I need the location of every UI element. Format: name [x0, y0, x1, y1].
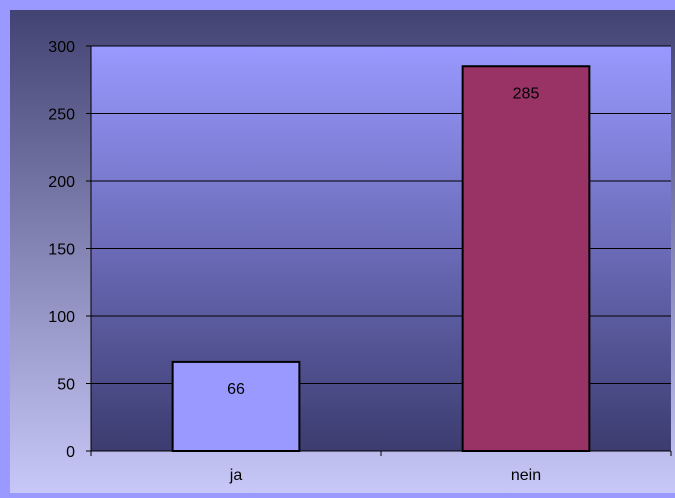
labels: 0 50 100 150 200 250 300 66 ja 285 nein — [48, 39, 541, 484]
data-label: 285 — [513, 85, 540, 102]
y-tick-label: 250 — [48, 107, 75, 124]
y-tick-label: 150 — [48, 242, 75, 259]
y-tick-label: 0 — [66, 444, 75, 461]
x-tick-label: nein — [511, 467, 541, 484]
bar — [461, 65, 591, 452]
bars — [171, 65, 591, 452]
x-tick-label: ja — [229, 467, 243, 484]
data-label: 66 — [227, 381, 245, 398]
y-tick-label: 100 — [48, 309, 75, 326]
bar — [171, 360, 301, 452]
y-tick-label: 50 — [57, 377, 75, 394]
y-tick-label: 200 — [48, 174, 75, 191]
y-tick-label: 300 — [48, 39, 75, 56]
